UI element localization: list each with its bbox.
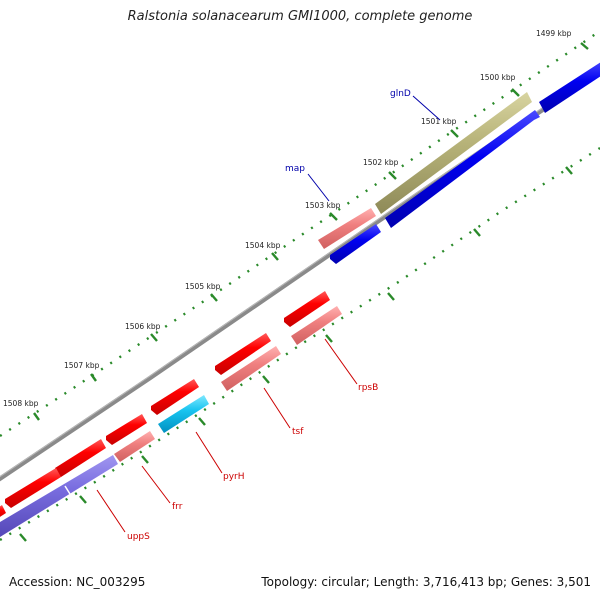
gene-block-left-red-end[interactable] xyxy=(0,505,6,520)
gene-block-uppS-purple[interactable] xyxy=(0,455,118,537)
scale-label-1506: 1506 kbp xyxy=(125,322,161,331)
gene-block-rpsB-red[interactable] xyxy=(284,291,330,327)
gene-block-rpsB-pink[interactable] xyxy=(291,306,342,345)
major-ticks xyxy=(19,42,589,542)
scale-label-1502: 1502 kbp xyxy=(363,158,399,167)
gene-block-tsf-red[interactable] xyxy=(215,333,271,375)
scale-label-1499: 1499 kbp xyxy=(536,29,572,38)
gene-block-frr-pink[interactable] xyxy=(114,431,155,462)
scale-label-1503: 1503 kbp xyxy=(305,201,341,210)
gene-block-frr-red[interactable] xyxy=(106,414,147,445)
gene-label-glnD[interactable]: glnD xyxy=(390,89,411,99)
scale-labels: 1499 kbp 1500 kbp 1501 kbp 1502 kbp 1503… xyxy=(3,29,572,408)
gene-block-blue-2[interactable] xyxy=(385,110,540,228)
gene-block-map[interactable] xyxy=(318,208,376,249)
map-title: Ralstonia solanacearum GMI1000, complete… xyxy=(127,9,473,24)
gene-block-tsf-pink[interactable] xyxy=(221,346,281,391)
scale-label-1504: 1504 kbp xyxy=(245,241,281,250)
genome-summary-text: Topology: circular; Length: 3,716,413 bp… xyxy=(261,575,591,589)
gene-label-map[interactable]: map xyxy=(285,164,305,174)
gene-block-left-red[interactable] xyxy=(5,468,61,508)
gene-label-tsf[interactable]: tsf xyxy=(292,427,304,437)
gene-block-glnD[interactable] xyxy=(375,92,532,214)
scale-label-1501: 1501 kbp xyxy=(421,117,457,126)
reverse-strand-genes xyxy=(0,291,342,537)
scale-label-1505: 1505 kbp xyxy=(185,282,221,291)
gene-label-frr[interactable]: frr xyxy=(172,502,183,512)
scale-label-1508: 1508 kbp xyxy=(3,399,39,408)
scale-label-1500: 1500 kbp xyxy=(480,73,516,82)
gene-labels: glnD map rpsB tsf pyrH frr uppS xyxy=(127,89,411,542)
gene-block-pyrH-red[interactable] xyxy=(151,379,199,415)
gene-block-blue-3[interactable] xyxy=(330,224,381,264)
gene-block-blue-1[interactable] xyxy=(539,60,600,113)
gene-leader-lines xyxy=(96,95,441,533)
gene-label-rpsB[interactable]: rpsB xyxy=(358,383,378,393)
gene-block-uppS-red[interactable] xyxy=(55,439,106,477)
gene-label-uppS[interactable]: uppS xyxy=(127,532,150,542)
accession-text: Accession: NC_003295 xyxy=(9,575,146,589)
scale-ring-outer xyxy=(0,30,600,438)
gene-label-pyrH[interactable]: pyrH xyxy=(223,472,245,482)
gene-block-pyrH-cyan[interactable] xyxy=(158,395,209,433)
scale-label-1507: 1507 kbp xyxy=(64,361,100,370)
forward-strand-genes xyxy=(318,60,600,264)
